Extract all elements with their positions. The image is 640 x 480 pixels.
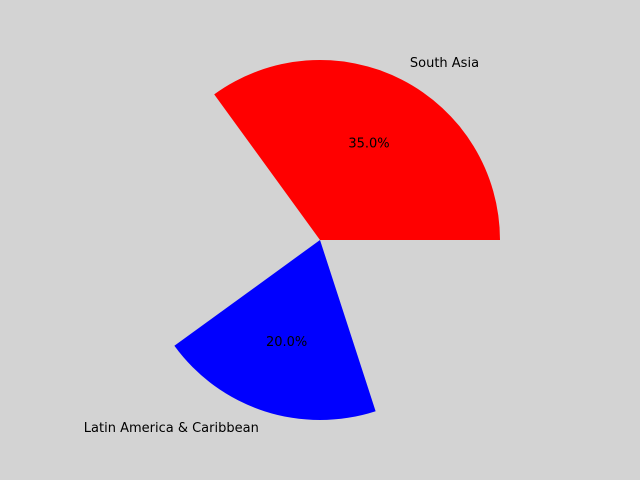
slice-label-1: Latin America & Caribbean bbox=[84, 421, 259, 436]
slice-pct-label-1: 20.0% bbox=[266, 335, 307, 350]
pie-slice-0 bbox=[214, 59, 500, 241]
slice-pct-label-0: 35.0% bbox=[348, 136, 389, 151]
slices-layer bbox=[174, 59, 500, 420]
labels-layer: South Asia 35.0% Latin America & Caribbean… bbox=[84, 56, 479, 436]
slice-label-0: South Asia bbox=[410, 56, 479, 71]
pie-slice-1 bbox=[174, 240, 376, 420]
